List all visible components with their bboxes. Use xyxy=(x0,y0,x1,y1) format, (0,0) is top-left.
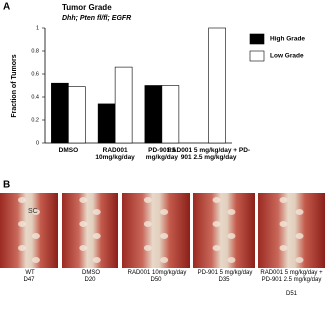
legend-label: High Grade xyxy=(270,36,305,43)
tumor xyxy=(79,221,88,227)
photo xyxy=(122,193,190,268)
tumor xyxy=(160,209,169,215)
tumor xyxy=(79,197,88,203)
tumor xyxy=(212,221,221,227)
x-tick-label: PD-901 5 mg/kg/day xyxy=(145,147,178,161)
photo xyxy=(258,193,325,268)
photo-day: D50 xyxy=(150,277,162,283)
tumor xyxy=(31,209,40,215)
photo-label: RAD001 10mg/kg/day xyxy=(127,270,187,276)
photo-day: D35 xyxy=(218,277,230,283)
photo-label: WT xyxy=(25,270,35,276)
tumor xyxy=(92,233,101,239)
tumor xyxy=(227,209,236,215)
legend-swatch xyxy=(249,50,265,62)
photo-day: D20 xyxy=(84,277,96,283)
tumor xyxy=(279,245,288,251)
chart-subtitle: Dhh; Pten fl/fl; EGFR xyxy=(62,15,131,22)
photo-annotation: SC xyxy=(28,208,38,215)
photo-day: D51 xyxy=(285,291,297,297)
tumor xyxy=(79,245,88,251)
photo xyxy=(0,193,58,268)
photo xyxy=(62,193,118,268)
x-tick-label: RAD001 10mg/kg/day xyxy=(95,147,135,161)
photo xyxy=(193,193,255,268)
tumor xyxy=(18,245,27,251)
tumor xyxy=(31,233,40,239)
y-tick-label: 0.6 xyxy=(31,71,39,77)
tumor xyxy=(143,221,152,227)
photo-label: PD-901 5 mg/kg/day xyxy=(197,270,253,276)
x-tick-label: RAD001 5 mg/kg/day + PD-901 2.5 mg/kg/da… xyxy=(167,147,251,161)
tumor xyxy=(212,245,221,251)
y-tick-label: 0.2 xyxy=(31,117,39,123)
tumor xyxy=(212,197,221,203)
tumor xyxy=(279,221,288,227)
y-tick-label: 0.4 xyxy=(31,94,39,100)
tumor xyxy=(31,257,40,263)
tumor xyxy=(18,197,27,203)
panel-label: B xyxy=(3,180,10,191)
tumor xyxy=(160,257,169,263)
bar xyxy=(114,66,133,144)
y-axis-label: Fraction of Tumors xyxy=(11,54,18,117)
bar xyxy=(161,85,180,144)
y-tick-label: 1 xyxy=(36,25,39,31)
bar xyxy=(68,86,86,144)
photo-label: DMSO xyxy=(82,270,100,276)
tumor xyxy=(18,221,27,227)
tumor xyxy=(227,257,236,263)
chart-title: Tumor Grade xyxy=(62,3,112,12)
panel-label: A xyxy=(3,2,10,13)
tumor xyxy=(279,197,288,203)
photo-label: RAD001 5 mg/kg/day + PD-901 2.5 mg/kg/da… xyxy=(260,270,323,283)
legend-label: Low Grade xyxy=(270,53,304,60)
bar xyxy=(208,27,226,144)
x-tick-label: DMSO xyxy=(58,147,79,154)
tumor xyxy=(295,209,304,215)
photo-day: D47 xyxy=(23,277,35,283)
tumor xyxy=(143,245,152,251)
y-tick-label: 0.8 xyxy=(31,48,39,54)
tumor xyxy=(92,209,101,215)
tumor xyxy=(143,197,152,203)
bar xyxy=(51,82,69,144)
tumor xyxy=(295,257,304,263)
legend-swatch xyxy=(249,33,265,45)
bar xyxy=(97,103,116,144)
bar xyxy=(144,85,163,144)
tumor xyxy=(227,233,236,239)
tumor xyxy=(160,233,169,239)
tumor xyxy=(92,257,101,263)
tumor xyxy=(295,233,304,239)
y-tick-label: 0 xyxy=(36,140,39,146)
